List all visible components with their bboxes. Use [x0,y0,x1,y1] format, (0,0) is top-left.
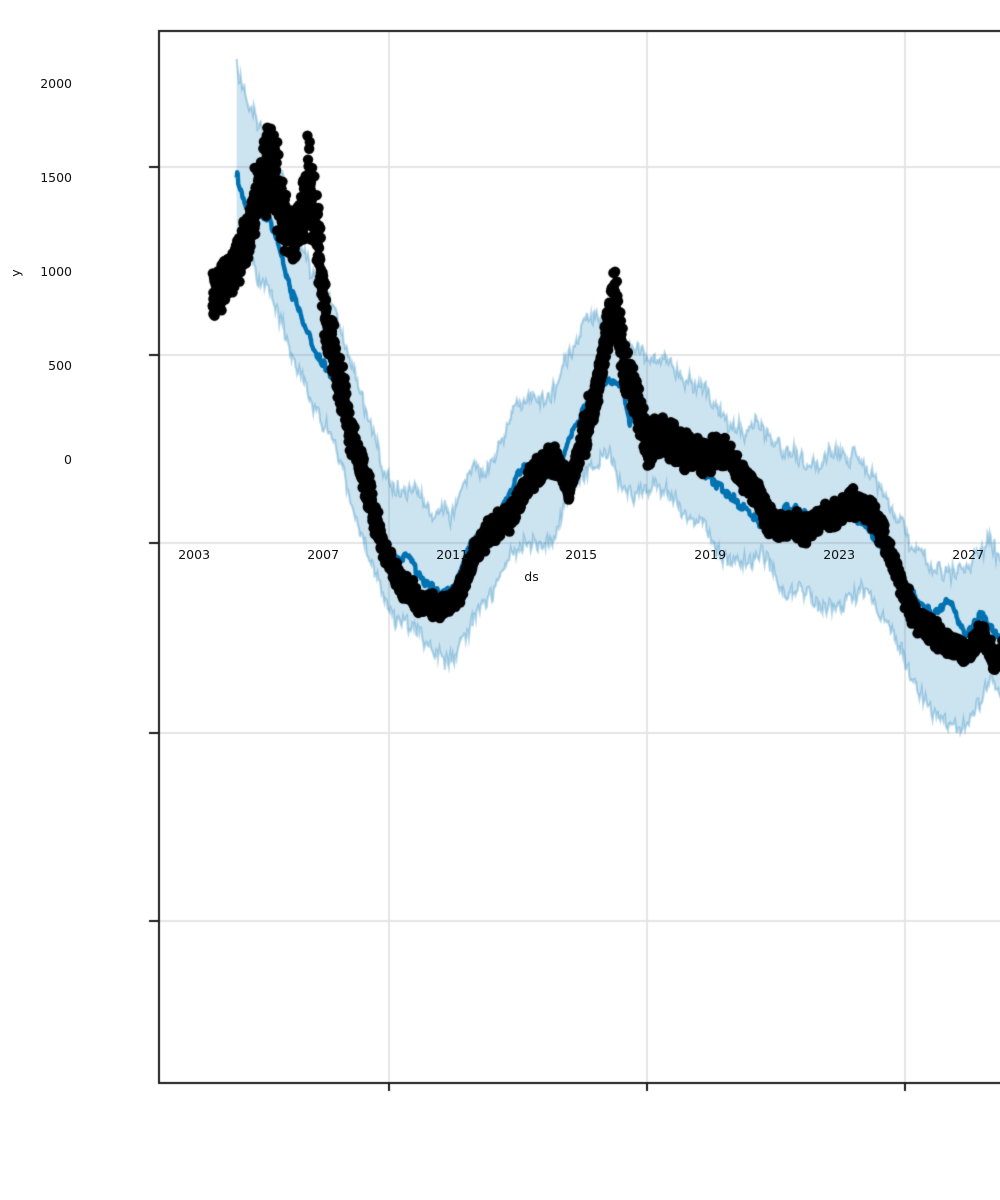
y-tick-label: 1500 [40,169,72,185]
x-tick-label: 2007 [307,547,340,562]
y-tick-label: 1000 [40,263,72,279]
x-axis-label: ds [524,569,539,584]
x-tick-label: 2011 [436,547,469,562]
x-tick-label: 2015 [565,547,598,562]
y-tick-label: 2000 [40,75,72,91]
x-tick-label: 2019 [694,547,727,562]
x-tick-label: 2023 [823,547,856,562]
y-tick-label: 0 [64,452,72,468]
x-tick-label: 2003 [178,547,211,562]
y-tick-label: 500 [48,358,72,374]
x-tick-label: 2027 [952,547,985,562]
y-axis-label: y [8,269,23,277]
